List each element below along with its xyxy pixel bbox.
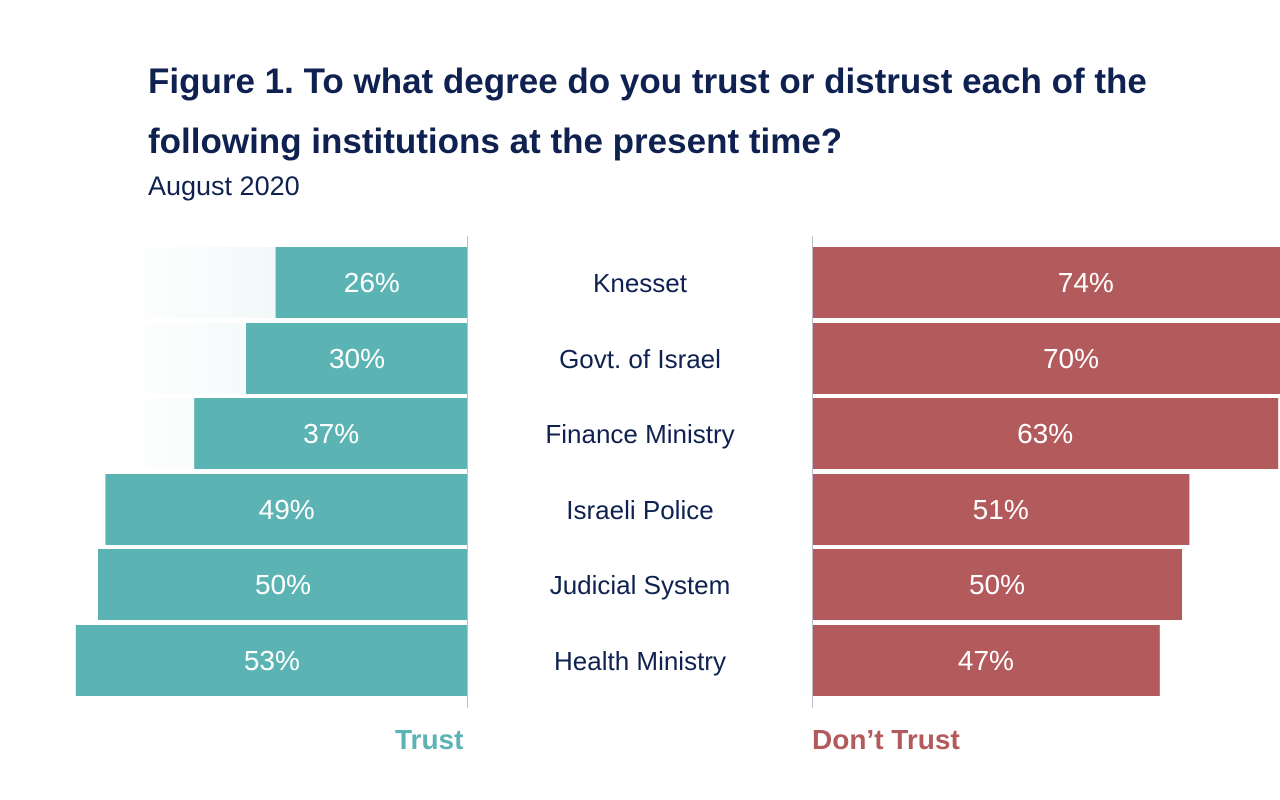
distrust-bar: [812, 625, 1160, 696]
distrust-value-label: 63%: [1017, 417, 1074, 449]
trust-bar: [246, 323, 468, 394]
trust-bar: [275, 247, 468, 318]
trust-value-label: 30%: [328, 342, 386, 374]
category-label: Judicial System: [549, 569, 731, 600]
trust-bar: [194, 398, 468, 469]
chart-title: Figure 1. To what degree do you trust or…: [148, 62, 1147, 161]
distrust-value-label: 70%: [1042, 342, 1100, 374]
distrust-value-label: 74%: [1057, 266, 1114, 298]
distrust-bar: [812, 323, 1280, 394]
category-label: Health Ministry: [554, 645, 726, 676]
trust-bar: [98, 549, 468, 620]
trust-value-label: 26%: [343, 266, 400, 298]
trust-value-label: 49%: [258, 493, 315, 525]
distrust-value-label: 50%: [968, 568, 1026, 600]
distrust-bar: [812, 549, 1182, 620]
legend-trust: Trust: [395, 724, 464, 755]
distrust-value-label: 51%: [972, 493, 1029, 525]
distrust-value-label: 47%: [957, 644, 1014, 676]
distrust-bar: [812, 474, 1190, 545]
bar-series: [75, 247, 1280, 696]
distrust-bar: [812, 247, 1280, 318]
category-label: Knesset: [593, 267, 687, 298]
category-label: Finance Ministry: [545, 418, 735, 449]
trust-value-label: 37%: [303, 417, 360, 449]
chart-subtitle: August 2020: [148, 171, 300, 201]
distrust-bar: [812, 398, 1279, 469]
category-label: Israeli Police: [566, 494, 714, 525]
category-label: Govt. of Israel: [559, 343, 721, 374]
trust-value-label: 53%: [243, 644, 300, 676]
trust-value-label: 50%: [254, 568, 312, 600]
trust-bar: [75, 625, 469, 696]
legend-distrust: Don’t Trust: [812, 724, 960, 755]
trust-bar: [105, 474, 469, 545]
